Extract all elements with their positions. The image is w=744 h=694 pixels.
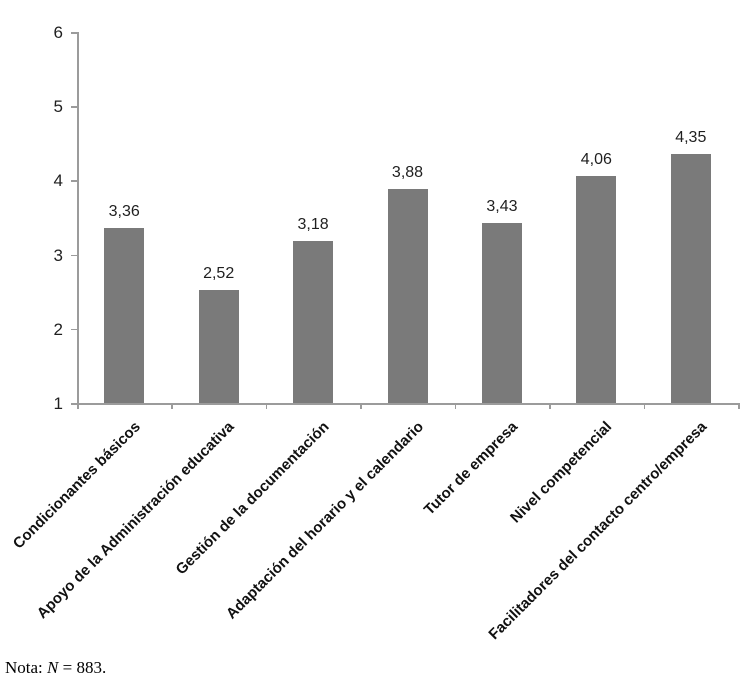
x-axis-tick — [454, 403, 457, 409]
y-axis-line — [77, 32, 79, 403]
x-axis-tick — [549, 403, 551, 409]
x-category-label: Nivel competencial — [507, 418, 616, 527]
x-axis-tick — [171, 403, 173, 409]
y-axis-tick-label: 2 — [53, 319, 63, 339]
x-axis-tick — [643, 403, 646, 409]
bar-value-label: 4,35 — [675, 129, 707, 147]
figure-note: Nota: N = 883. — [5, 658, 106, 678]
y-axis-tick-label: 5 — [53, 97, 63, 117]
y-axis-tick — [71, 254, 77, 257]
bar — [387, 189, 428, 403]
bar — [104, 227, 145, 403]
bar-value-label: 4,06 — [580, 150, 612, 168]
y-axis-tick-label: 3 — [53, 245, 63, 265]
note-suffix: = 883. — [58, 658, 107, 677]
bar — [576, 175, 617, 403]
y-axis-tick — [71, 403, 77, 405]
bar-value-label: 3,18 — [297, 216, 329, 234]
bar-value-label: 3,88 — [391, 164, 424, 182]
x-category-label: Gestión de la documentación — [172, 418, 333, 579]
x-axis-line — [77, 403, 738, 405]
x-category-label: Tutor de empresa — [421, 418, 522, 519]
bar-value-label: 2,52 — [203, 265, 235, 283]
bar-value-label: 3,43 — [486, 197, 518, 215]
y-axis-tick-label: 4 — [53, 171, 63, 191]
x-category-label: Apoyo de la Administración educativa — [34, 418, 238, 623]
y-axis-tick — [71, 106, 77, 108]
bar-value-label: 3,36 — [108, 202, 140, 220]
x-axis-tick — [738, 403, 740, 409]
x-axis-tick — [77, 403, 79, 409]
y-axis-tick — [71, 328, 77, 331]
note-prefix: Nota: — [5, 658, 48, 677]
x-category-label: Facilitadores del contacto centro/empres… — [485, 418, 711, 644]
bar — [481, 222, 522, 403]
bar — [670, 154, 711, 403]
bar — [293, 241, 334, 403]
y-axis-tick — [71, 32, 77, 34]
note-n-symbol: N — [47, 658, 59, 677]
x-axis-tick — [265, 403, 268, 409]
bar — [198, 290, 239, 403]
y-axis-tick-label: 1 — [53, 394, 63, 413]
y-axis-tick-label: 6 — [53, 23, 63, 42]
y-axis-tick — [71, 180, 77, 182]
x-axis-tick — [360, 403, 362, 409]
x-category-label: Adaptación del horario y el calendario — [222, 418, 427, 623]
